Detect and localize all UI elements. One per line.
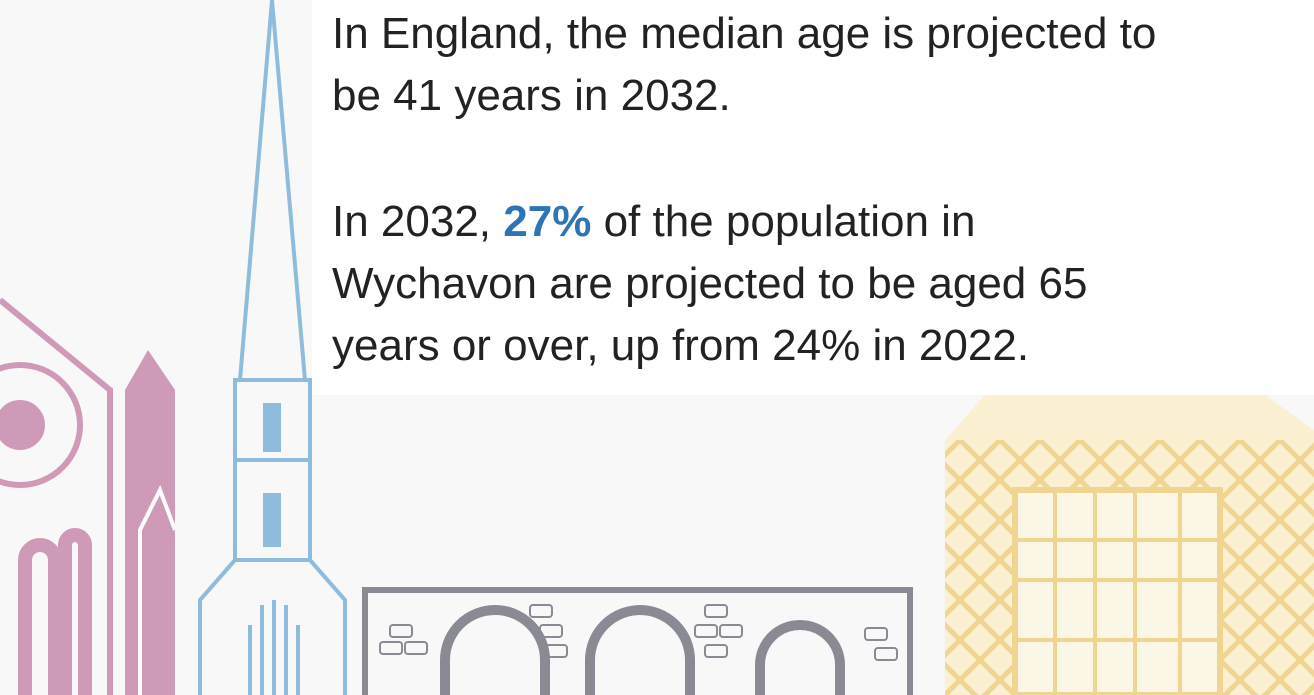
text-line: years or over, up from 24% in 2022.: [332, 321, 1030, 370]
timber-building: [945, 395, 1314, 695]
text-line: Wychavon are projected to be aged 65: [332, 259, 1088, 308]
text-line: be 41 years in 2032.: [332, 71, 731, 120]
spire: [198, 0, 347, 695]
text-panel: [312, 0, 1314, 395]
highlight: 27%: [503, 197, 592, 246]
bridge: [362, 587, 913, 695]
text: In 2032,: [332, 197, 504, 246]
text-line: In England, the median age is projected …: [332, 9, 1157, 58]
church: [0, 297, 177, 695]
text: of the population in: [591, 197, 976, 246]
text-line: In 2032, 27% of the population in: [332, 200, 975, 244]
